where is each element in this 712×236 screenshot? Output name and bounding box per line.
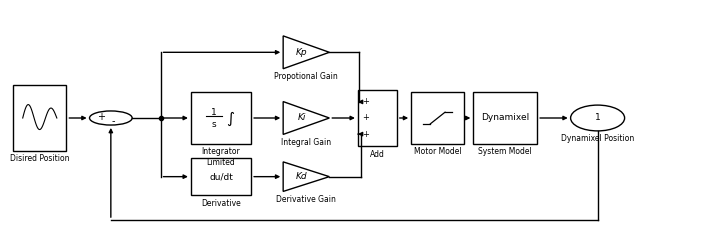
- Bar: [473, 92, 538, 144]
- Text: Add: Add: [370, 150, 384, 159]
- Text: du/dt: du/dt: [209, 172, 233, 181]
- Text: +: +: [362, 97, 369, 106]
- Text: Integrator
Limited: Integrator Limited: [201, 147, 241, 167]
- Bar: [357, 90, 397, 146]
- Polygon shape: [283, 162, 330, 191]
- Text: System Model: System Model: [478, 147, 532, 156]
- Bar: [191, 92, 251, 144]
- Polygon shape: [283, 36, 330, 69]
- Text: Derivative: Derivative: [201, 199, 241, 208]
- Text: Ki: Ki: [298, 114, 306, 122]
- Bar: [13, 85, 66, 151]
- Text: 1: 1: [595, 114, 600, 122]
- Text: Propotional Gain: Propotional Gain: [274, 72, 338, 81]
- Text: +: +: [362, 114, 369, 122]
- Text: s: s: [211, 120, 216, 129]
- Text: Dynamixel: Dynamixel: [481, 114, 529, 122]
- Text: Dynamixel Position: Dynamixel Position: [561, 135, 634, 143]
- Polygon shape: [283, 101, 330, 135]
- Bar: [411, 92, 464, 144]
- Circle shape: [90, 111, 132, 125]
- Text: +: +: [362, 130, 369, 139]
- Ellipse shape: [570, 105, 624, 131]
- Text: Kp: Kp: [295, 48, 308, 57]
- Bar: [191, 158, 251, 195]
- Text: Integral Gain: Integral Gain: [281, 138, 331, 147]
- Text: Motor Model: Motor Model: [414, 147, 461, 156]
- Text: Disired Position: Disired Position: [10, 154, 70, 163]
- Text: +: +: [98, 112, 105, 122]
- Text: Derivative Gain: Derivative Gain: [276, 195, 336, 204]
- Text: -: -: [111, 116, 115, 126]
- Text: 1: 1: [211, 108, 216, 117]
- Text: ∫: ∫: [226, 110, 234, 126]
- Text: Kd: Kd: [295, 172, 308, 181]
